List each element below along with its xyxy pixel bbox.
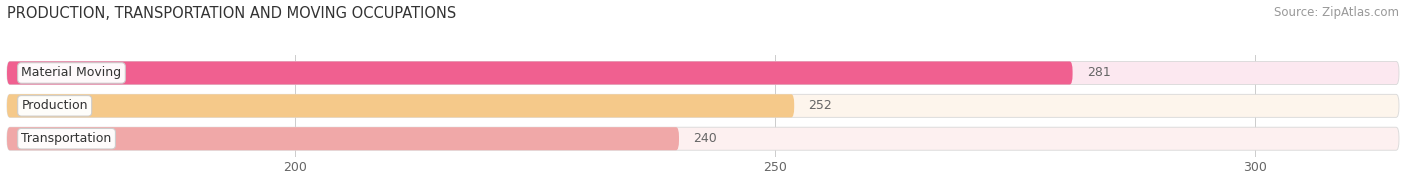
FancyBboxPatch shape — [7, 62, 1399, 84]
Text: Source: ZipAtlas.com: Source: ZipAtlas.com — [1274, 6, 1399, 19]
Text: 240: 240 — [693, 132, 717, 145]
Text: Transportation: Transportation — [21, 132, 111, 145]
FancyBboxPatch shape — [7, 127, 1399, 150]
Text: Production: Production — [21, 99, 89, 112]
FancyBboxPatch shape — [7, 94, 1399, 117]
FancyBboxPatch shape — [7, 127, 679, 150]
Text: PRODUCTION, TRANSPORTATION AND MOVING OCCUPATIONS: PRODUCTION, TRANSPORTATION AND MOVING OC… — [7, 6, 457, 21]
FancyBboxPatch shape — [7, 94, 794, 117]
Text: 281: 281 — [1087, 66, 1111, 79]
FancyBboxPatch shape — [7, 62, 1073, 84]
Text: Material Moving: Material Moving — [21, 66, 121, 79]
Text: 252: 252 — [808, 99, 832, 112]
